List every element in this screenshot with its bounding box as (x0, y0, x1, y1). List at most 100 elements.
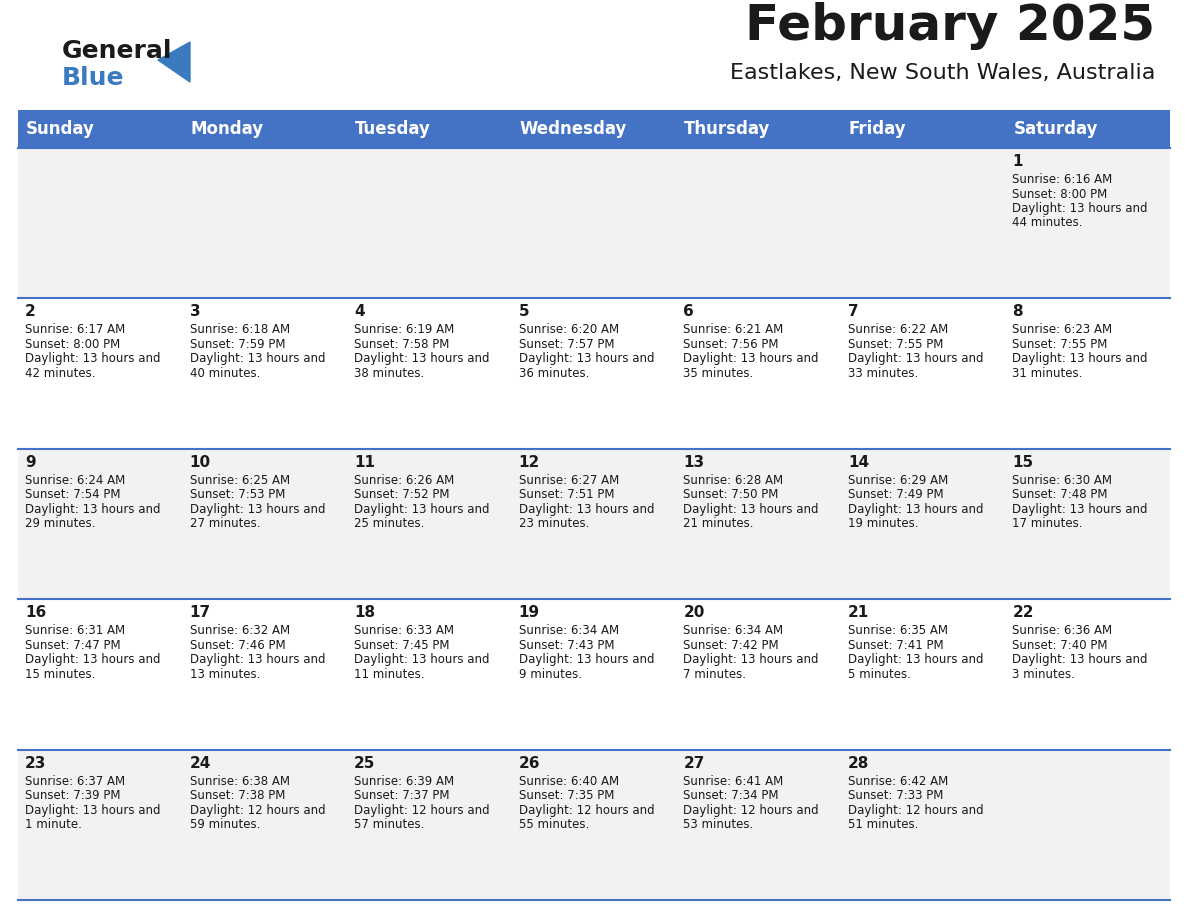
Bar (18, 110, 1170, 148)
Text: Daylight: 13 hours and: Daylight: 13 hours and (354, 353, 489, 365)
Text: Sunset: 7:40 PM: Sunset: 7:40 PM (1012, 639, 1108, 652)
Text: Sunrise: 6:27 AM: Sunrise: 6:27 AM (519, 474, 619, 487)
Text: Monday: Monday (190, 120, 264, 138)
Text: Daylight: 13 hours and: Daylight: 13 hours and (25, 503, 160, 516)
Text: 13 minutes.: 13 minutes. (190, 667, 260, 681)
Text: 8: 8 (1012, 305, 1023, 319)
Text: Daylight: 12 hours and: Daylight: 12 hours and (190, 803, 326, 817)
Text: Sunset: 7:45 PM: Sunset: 7:45 PM (354, 639, 449, 652)
Text: Sunset: 7:42 PM: Sunset: 7:42 PM (683, 639, 779, 652)
Text: 53 minutes.: 53 minutes. (683, 818, 753, 831)
Text: Sunset: 7:34 PM: Sunset: 7:34 PM (683, 789, 779, 802)
Text: Sunset: 7:57 PM: Sunset: 7:57 PM (519, 338, 614, 351)
Text: 15: 15 (1012, 454, 1034, 470)
Text: 24: 24 (190, 756, 211, 770)
Text: 35 minutes.: 35 minutes. (683, 367, 753, 380)
Text: Daylight: 13 hours and: Daylight: 13 hours and (354, 654, 489, 666)
Text: Daylight: 13 hours and: Daylight: 13 hours and (519, 654, 655, 666)
Text: 4: 4 (354, 305, 365, 319)
Bar (18, 298, 1170, 449)
Text: 11: 11 (354, 454, 375, 470)
Text: 40 minutes.: 40 minutes. (190, 367, 260, 380)
Text: 16: 16 (25, 605, 46, 621)
Text: Daylight: 13 hours and: Daylight: 13 hours and (190, 654, 326, 666)
Bar (18, 148, 1170, 298)
Text: Sunset: 8:00 PM: Sunset: 8:00 PM (25, 338, 120, 351)
Text: Sunrise: 6:41 AM: Sunrise: 6:41 AM (683, 775, 784, 788)
Text: 51 minutes.: 51 minutes. (848, 818, 918, 831)
Text: 17 minutes.: 17 minutes. (1012, 518, 1083, 531)
Text: Sunrise: 6:19 AM: Sunrise: 6:19 AM (354, 323, 454, 336)
Text: Sunrise: 6:24 AM: Sunrise: 6:24 AM (25, 474, 125, 487)
Text: Sunrise: 6:32 AM: Sunrise: 6:32 AM (190, 624, 290, 637)
Text: Sunset: 7:37 PM: Sunset: 7:37 PM (354, 789, 449, 802)
Text: Sunrise: 6:23 AM: Sunrise: 6:23 AM (1012, 323, 1112, 336)
Text: Sunrise: 6:31 AM: Sunrise: 6:31 AM (25, 624, 125, 637)
Text: 27: 27 (683, 756, 704, 770)
Text: Sunrise: 6:36 AM: Sunrise: 6:36 AM (1012, 624, 1112, 637)
Text: Sunset: 7:43 PM: Sunset: 7:43 PM (519, 639, 614, 652)
Text: Daylight: 12 hours and: Daylight: 12 hours and (519, 803, 655, 817)
Text: 11 minutes.: 11 minutes. (354, 667, 424, 681)
Text: 7: 7 (848, 305, 859, 319)
Text: Daylight: 13 hours and: Daylight: 13 hours and (1012, 202, 1148, 215)
Text: Blue: Blue (62, 66, 125, 90)
Text: Sunset: 7:56 PM: Sunset: 7:56 PM (683, 338, 779, 351)
Text: 31 minutes.: 31 minutes. (1012, 367, 1082, 380)
Text: Sunset: 7:38 PM: Sunset: 7:38 PM (190, 789, 285, 802)
Text: Tuesday: Tuesday (355, 120, 431, 138)
Text: Sunrise: 6:42 AM: Sunrise: 6:42 AM (848, 775, 948, 788)
Text: Sunrise: 6:35 AM: Sunrise: 6:35 AM (848, 624, 948, 637)
Text: 14: 14 (848, 454, 868, 470)
Text: Sunset: 7:49 PM: Sunset: 7:49 PM (848, 488, 943, 501)
Text: Sunset: 7:54 PM: Sunset: 7:54 PM (25, 488, 120, 501)
Text: Daylight: 13 hours and: Daylight: 13 hours and (25, 803, 160, 817)
Text: 18: 18 (354, 605, 375, 621)
Text: 3: 3 (190, 305, 201, 319)
Text: 15 minutes.: 15 minutes. (25, 667, 95, 681)
Text: 23: 23 (25, 756, 46, 770)
Text: 19 minutes.: 19 minutes. (848, 518, 918, 531)
Text: Sunrise: 6:34 AM: Sunrise: 6:34 AM (683, 624, 783, 637)
Text: Saturday: Saturday (1013, 120, 1098, 138)
Text: 33 minutes.: 33 minutes. (848, 367, 918, 380)
Text: Daylight: 13 hours and: Daylight: 13 hours and (848, 353, 984, 365)
Text: Sunrise: 6:33 AM: Sunrise: 6:33 AM (354, 624, 454, 637)
Text: Daylight: 13 hours and: Daylight: 13 hours and (519, 353, 655, 365)
Text: Daylight: 13 hours and: Daylight: 13 hours and (519, 503, 655, 516)
Text: 23 minutes.: 23 minutes. (519, 518, 589, 531)
Text: Sunset: 7:50 PM: Sunset: 7:50 PM (683, 488, 778, 501)
Text: Thursday: Thursday (684, 120, 771, 138)
Text: Sunset: 7:33 PM: Sunset: 7:33 PM (848, 789, 943, 802)
Text: 59 minutes.: 59 minutes. (190, 818, 260, 831)
Text: Sunrise: 6:22 AM: Sunrise: 6:22 AM (848, 323, 948, 336)
Text: Daylight: 13 hours and: Daylight: 13 hours and (354, 503, 489, 516)
Text: 28: 28 (848, 756, 870, 770)
Text: Sunrise: 6:37 AM: Sunrise: 6:37 AM (25, 775, 125, 788)
Text: Wednesday: Wednesday (519, 120, 627, 138)
Text: 3 minutes.: 3 minutes. (1012, 667, 1075, 681)
Text: 25: 25 (354, 756, 375, 770)
Text: Sunrise: 6:28 AM: Sunrise: 6:28 AM (683, 474, 783, 487)
Text: Sunrise: 6:25 AM: Sunrise: 6:25 AM (190, 474, 290, 487)
Text: 1 minute.: 1 minute. (25, 818, 82, 831)
Text: 13: 13 (683, 454, 704, 470)
Text: Sunrise: 6:39 AM: Sunrise: 6:39 AM (354, 775, 454, 788)
Text: Sunset: 7:55 PM: Sunset: 7:55 PM (848, 338, 943, 351)
Text: 29 minutes.: 29 minutes. (25, 518, 95, 531)
Text: Daylight: 12 hours and: Daylight: 12 hours and (848, 803, 984, 817)
Text: Sunday: Sunday (26, 120, 95, 138)
Text: Daylight: 13 hours and: Daylight: 13 hours and (683, 654, 819, 666)
Text: Sunrise: 6:21 AM: Sunrise: 6:21 AM (683, 323, 784, 336)
Text: 1: 1 (1012, 154, 1023, 169)
Text: 6: 6 (683, 305, 694, 319)
Text: Daylight: 13 hours and: Daylight: 13 hours and (25, 353, 160, 365)
Text: 12: 12 (519, 454, 541, 470)
Text: Sunrise: 6:26 AM: Sunrise: 6:26 AM (354, 474, 454, 487)
Text: Sunrise: 6:38 AM: Sunrise: 6:38 AM (190, 775, 290, 788)
Text: Daylight: 12 hours and: Daylight: 12 hours and (683, 803, 819, 817)
Text: 20: 20 (683, 605, 704, 621)
Text: Daylight: 13 hours and: Daylight: 13 hours and (848, 654, 984, 666)
Text: Sunset: 7:48 PM: Sunset: 7:48 PM (1012, 488, 1108, 501)
Text: Sunset: 8:00 PM: Sunset: 8:00 PM (1012, 187, 1107, 200)
